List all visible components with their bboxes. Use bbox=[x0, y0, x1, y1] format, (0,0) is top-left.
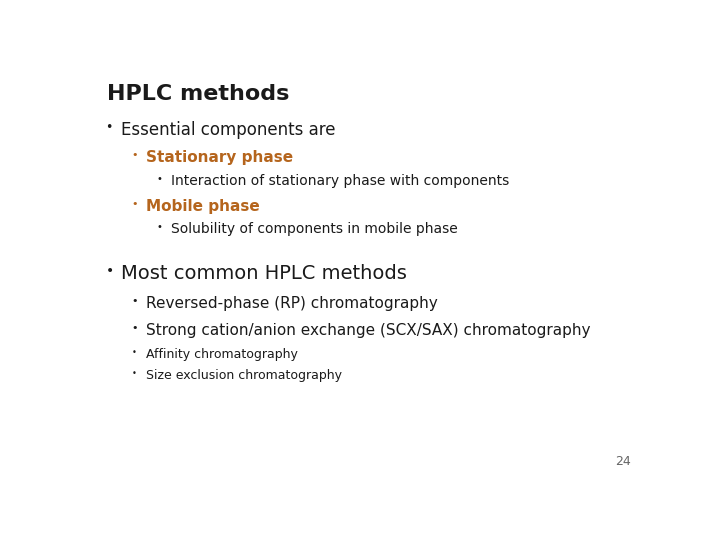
Text: •: • bbox=[132, 150, 138, 160]
Text: Reversed-phase (RP) chromatography: Reversed-phase (RP) chromatography bbox=[145, 296, 438, 312]
Text: •: • bbox=[132, 199, 138, 208]
Text: Mobile phase: Mobile phase bbox=[145, 199, 259, 214]
Text: •: • bbox=[132, 323, 138, 333]
Text: •: • bbox=[106, 265, 114, 279]
Text: Interaction of stationary phase with components: Interaction of stationary phase with com… bbox=[171, 174, 509, 188]
Text: HPLC methods: HPLC methods bbox=[107, 84, 289, 104]
Text: Most common HPLC methods: Most common HPLC methods bbox=[121, 265, 407, 284]
Text: Solubility of components in mobile phase: Solubility of components in mobile phase bbox=[171, 222, 458, 236]
Text: •: • bbox=[132, 296, 138, 306]
Text: •: • bbox=[157, 174, 163, 184]
Text: Essential components are: Essential components are bbox=[121, 121, 336, 139]
Text: Size exclusion chromatography: Size exclusion chromatography bbox=[145, 369, 342, 382]
Text: •: • bbox=[157, 222, 163, 232]
Text: •: • bbox=[106, 121, 113, 134]
Text: •: • bbox=[132, 348, 137, 357]
Text: Strong cation/anion exchange (SCX/SAX) chromatography: Strong cation/anion exchange (SCX/SAX) c… bbox=[145, 323, 590, 339]
Text: Affinity chromatography: Affinity chromatography bbox=[145, 348, 297, 361]
Text: 24: 24 bbox=[616, 455, 631, 468]
Text: •: • bbox=[132, 369, 137, 378]
Text: Stationary phase: Stationary phase bbox=[145, 150, 293, 165]
